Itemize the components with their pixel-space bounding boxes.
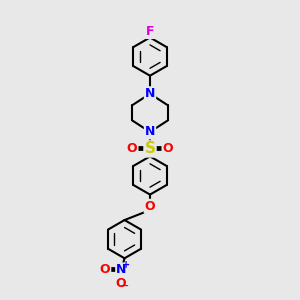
Text: N: N	[145, 125, 155, 139]
Text: O: O	[127, 142, 137, 155]
Text: +: +	[122, 260, 130, 270]
Text: −: −	[120, 281, 130, 291]
Text: O: O	[145, 200, 155, 213]
Text: O: O	[100, 263, 110, 277]
Text: N: N	[145, 87, 155, 100]
Text: O: O	[163, 142, 173, 155]
Text: S: S	[145, 141, 155, 156]
Text: O: O	[115, 277, 126, 290]
Text: N: N	[116, 263, 127, 277]
Text: F: F	[146, 25, 154, 38]
